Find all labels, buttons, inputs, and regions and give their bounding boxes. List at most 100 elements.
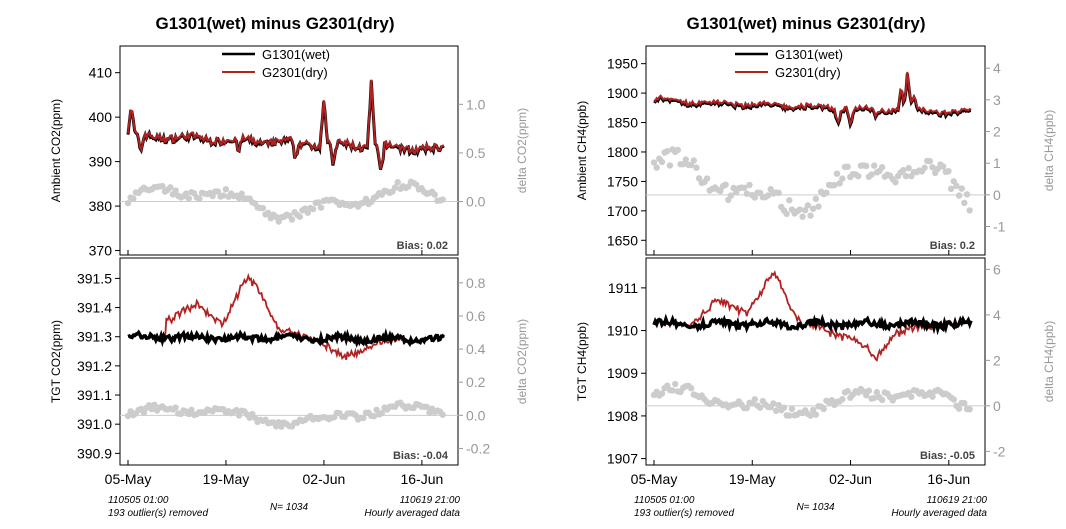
delta-points (124, 399, 446, 430)
delta-point (908, 393, 915, 401)
delta-point (159, 182, 166, 190)
x-tick-label: 05-May (631, 471, 678, 487)
delta-point (820, 405, 827, 413)
y-axis-label: Ambient CH4(ppb) (575, 101, 589, 200)
y2-tick-label: 6 (993, 261, 1001, 277)
delta-point (172, 404, 179, 411)
delta-point (921, 164, 928, 171)
delta-point (780, 404, 788, 411)
y2-tick-label: -2 (993, 443, 1006, 459)
y-tick-label: 1910 (607, 323, 638, 339)
delta-point (786, 412, 793, 419)
x-tick-label: 19-May (203, 471, 250, 487)
delta-point (304, 209, 312, 216)
x-tick-label: 19-May (729, 471, 776, 487)
panel-frame (119, 257, 459, 466)
delta-point (751, 396, 759, 403)
delta-point (182, 190, 190, 197)
delta-point (961, 199, 968, 207)
footnote-n: N= 1034 (270, 502, 309, 513)
footnote-averaging: Hourly averaged data (364, 508, 460, 519)
delta-point (839, 175, 846, 182)
delta-point (873, 389, 881, 396)
delta-point (439, 411, 446, 418)
delta-point (650, 159, 658, 166)
delta-point (653, 164, 660, 171)
delta-point (746, 181, 753, 189)
delta-point (929, 393, 936, 400)
delta-point (900, 166, 907, 174)
delta-point (405, 183, 412, 190)
delta-point (214, 188, 222, 195)
y2-tick-label: 0.2 (466, 374, 486, 390)
delta-point (926, 157, 934, 165)
delta-point (788, 405, 796, 413)
delta-point (756, 404, 764, 411)
delta-point (828, 397, 835, 404)
delta-point (955, 192, 963, 199)
delta-point (783, 210, 790, 218)
x-tick-label: 02-Jun (829, 471, 872, 487)
legend-label-wet: G1301(wet) (775, 47, 843, 62)
delta-point (878, 396, 886, 404)
panel-frame (645, 45, 986, 256)
y-tick-label: 410 (89, 65, 113, 81)
y2-axis-label: delta CH4(ppb) (1042, 110, 1056, 191)
delta-point (413, 181, 420, 188)
delta-point (370, 413, 378, 420)
y2-axis-label: delta CO2(ppm) (515, 319, 529, 404)
delta-point (423, 403, 431, 411)
footnote-start: 110505 01:00 (634, 495, 695, 506)
delta-point (855, 172, 862, 180)
delta-point (235, 412, 243, 419)
x-tick-label: 16-Jun (927, 471, 970, 487)
delta-point (272, 213, 280, 221)
delta-point (124, 412, 132, 420)
delta-point (672, 380, 679, 388)
delta-point (151, 401, 158, 408)
delta-point (743, 190, 751, 197)
delta-point (222, 186, 230, 193)
y-tick-label: 1908 (607, 408, 638, 424)
delta-point (950, 396, 957, 403)
delta-point (185, 195, 193, 202)
delta-point (172, 187, 179, 194)
delta-point (796, 206, 804, 213)
y2-tick-label: 4 (993, 307, 1001, 323)
delta-point (839, 396, 846, 403)
y2-tick-label: 2 (993, 352, 1001, 368)
y2-axis-label: delta CO2(ppm) (515, 108, 529, 193)
delta-point (868, 171, 875, 178)
delta-point (939, 163, 947, 170)
y-axis-label: Ambient CO2(ppm) (49, 99, 63, 202)
delta-point (844, 163, 851, 170)
y-tick-label: 1650 (607, 232, 638, 248)
delta-point (870, 394, 878, 402)
delta-point (878, 164, 886, 171)
x-tick-label: 16-Jun (400, 471, 443, 487)
y2-tick-label: 0 (993, 187, 1001, 203)
panel-frame (645, 257, 986, 466)
y2-tick-label: 4 (993, 60, 1001, 76)
y2-tick-label: 2 (993, 124, 1001, 140)
panel-1: 370 380 390 400 410 0.0 0.5 1.0 Ambient CO2(ppm)… (49, 45, 529, 259)
y-tick-label: 1909 (607, 365, 638, 381)
delta-point (786, 197, 793, 204)
delta-point (807, 412, 814, 419)
delta-point (770, 400, 777, 407)
delta-point (844, 387, 851, 395)
y-tick-label: 380 (89, 198, 113, 214)
y2-tick-label: 0.4 (466, 341, 486, 357)
delta-point (196, 195, 203, 202)
legend-label-dry: G2301(dry) (775, 65, 841, 80)
y2-tick-label: 0.5 (466, 145, 486, 161)
delta-point (394, 178, 401, 186)
delta-point (966, 207, 973, 214)
y-tick-label: 1907 (607, 451, 638, 467)
footnote-outliers: 193 outlier(s) removed (634, 508, 734, 519)
footnote-n: N= 1034 (796, 502, 835, 513)
delta-point (167, 184, 174, 191)
y2-tick-label: 0.0 (466, 407, 486, 423)
bias-label: Bias: 0.02 (397, 240, 448, 252)
y-tick-label: 1950 (607, 56, 638, 72)
